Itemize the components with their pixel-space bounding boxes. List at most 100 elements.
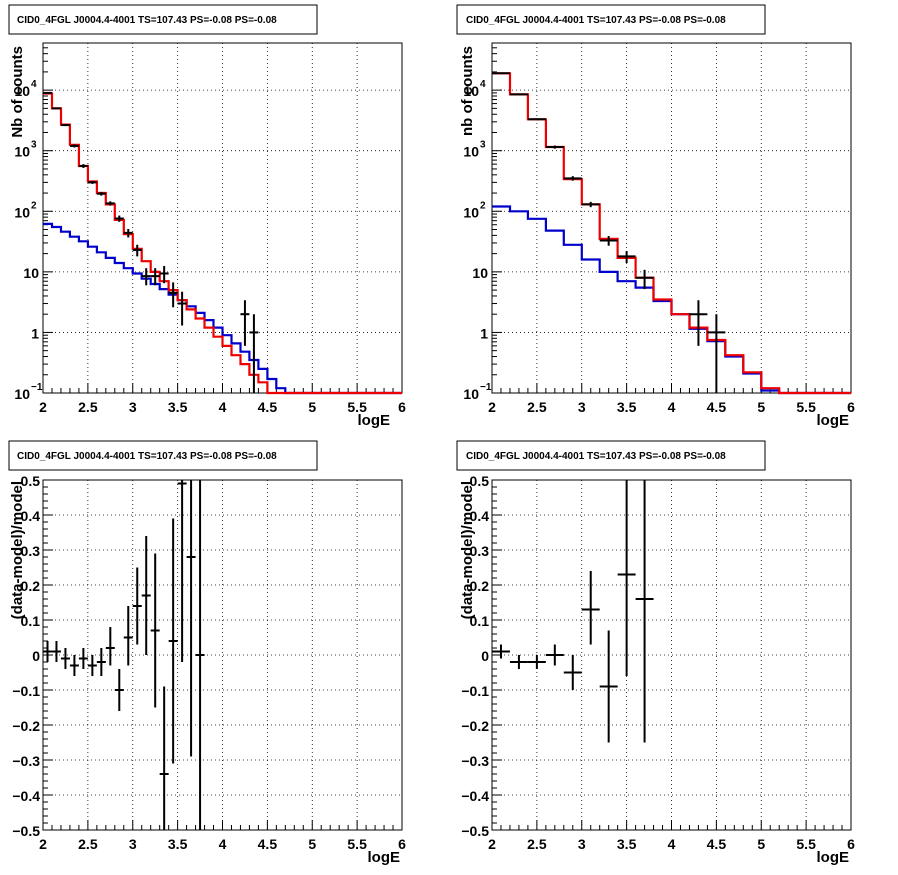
x-tick-label: 6 [847, 399, 855, 415]
x-tick-label: 3.5 [617, 399, 637, 415]
x-axis-label: logE [817, 849, 850, 866]
chart-title: CID0_4FGL J0004.4-4001 TS=107.43 PS=-0.0… [17, 15, 277, 26]
panel-residuals-right: CID0_4FGL J0004.4-4001 TS=107.43 PS=-0.0… [456, 440, 855, 866]
y-tick-label: 0.4 [21, 508, 41, 524]
y-tick-label: −0.1 [461, 683, 489, 699]
y-tick-label: 0.3 [21, 543, 41, 559]
title-box [456, 4, 766, 35]
x-tick-label: 5 [757, 836, 765, 852]
y-tick-label: 10 [463, 83, 479, 99]
chart-title: CID0_4FGL J0004.4-4001 TS=107.43 PS=-0.0… [466, 451, 726, 462]
x-tick-label: 5.5 [347, 836, 367, 852]
y-axis-label: nb of counts [459, 46, 476, 136]
y-tick-label: 0 [481, 648, 489, 664]
y-tick-exponent: 2 [480, 200, 486, 211]
y-tick-label: −0.1 [12, 683, 40, 699]
x-tick-label: 4.5 [258, 399, 278, 415]
y-tick-label: −0.2 [461, 718, 489, 734]
y-tick-exponent: 3 [31, 140, 37, 151]
y-tick-exponent: −1 [480, 382, 492, 393]
panel-counts-left: CID0_4FGL J0004.4-4001 TS=107.43 PS=-0.0… [8, 4, 406, 429]
y-tick-label: −0.3 [12, 753, 40, 769]
x-tick-label: 5 [757, 399, 765, 415]
x-tick-label: 3.5 [168, 836, 188, 852]
x-tick-label: 5 [308, 836, 316, 852]
x-tick-label: 6 [847, 836, 855, 852]
x-tick-label: 6 [398, 399, 406, 415]
x-tick-label: 3.5 [168, 399, 188, 415]
y-tick-label: 0 [32, 648, 40, 664]
y-tick-label: 1 [31, 325, 39, 341]
title-box [456, 440, 766, 471]
y-tick-label: 0.4 [470, 508, 490, 524]
x-axis-label: logE [817, 412, 850, 429]
y-tick-label: 0.5 [470, 473, 490, 489]
x-tick-label: 2.5 [78, 836, 98, 852]
title-box [8, 4, 318, 35]
plot-frame [491, 42, 852, 394]
x-tick-label: 5.5 [347, 399, 367, 415]
y-tick-label: −0.2 [12, 718, 40, 734]
y-tick-label: 10 [14, 144, 30, 160]
y-tick-exponent: 2 [31, 200, 37, 211]
y-tick-label: 0.3 [470, 543, 490, 559]
y-tick-label: −0.3 [461, 753, 489, 769]
y-tick-label: −0.5 [461, 823, 489, 839]
panel-counts-right: CID0_4FGL J0004.4-4001 TS=107.43 PS=-0.0… [456, 4, 855, 429]
y-tick-label: −0.4 [12, 788, 40, 804]
y-tick-label: 10 [14, 204, 30, 220]
y-tick-label: 10 [463, 204, 479, 220]
x-tick-label: 4 [668, 836, 676, 852]
y-axis-label: (data-model)/model [9, 481, 26, 619]
y-tick-label: 0.1 [470, 613, 490, 629]
x-tick-label: 3.5 [617, 836, 637, 852]
y-axis-label: (data-model)/model [459, 481, 476, 619]
y-tick-label: 10 [14, 83, 30, 99]
x-tick-label: 3 [578, 836, 586, 852]
y-tick-label: 10 [23, 265, 39, 281]
y-tick-exponent: 3 [480, 140, 486, 151]
model-component-line [492, 205, 851, 395]
x-tick-label: 4 [219, 399, 227, 415]
x-tick-label: 3 [578, 399, 586, 415]
title-box [8, 440, 318, 471]
x-tick-label: 3 [129, 399, 137, 415]
y-tick-label: 0.5 [21, 473, 41, 489]
x-tick-label: 5 [308, 399, 316, 415]
x-tick-label: 2 [488, 836, 496, 852]
x-tick-label: 2.5 [527, 399, 547, 415]
panel-residuals-left: CID0_4FGL J0004.4-4001 TS=107.43 PS=-0.0… [8, 440, 406, 866]
x-tick-label: 4 [668, 399, 676, 415]
y-tick-exponent: 4 [480, 79, 486, 90]
x-tick-label: 2.5 [78, 399, 98, 415]
x-tick-label: 4.5 [258, 836, 278, 852]
chart-title: CID0_4FGL J0004.4-4001 TS=107.43 PS=-0.0… [17, 451, 277, 462]
y-tick-label: 1 [480, 325, 488, 341]
x-tick-label: 5.5 [796, 836, 816, 852]
y-tick-label: 10 [472, 265, 488, 281]
y-axis-label: Nb of counts [9, 46, 26, 138]
y-tick-exponent: −1 [31, 382, 43, 393]
x-tick-label: 2 [488, 399, 496, 415]
x-tick-label: 2 [39, 836, 47, 852]
y-tick-label: 10 [463, 386, 479, 402]
x-axis-label: logE [368, 849, 401, 866]
chart-title: CID0_4FGL J0004.4-4001 TS=107.43 PS=-0.0… [466, 15, 726, 26]
y-tick-label: 0.2 [21, 578, 41, 594]
y-tick-label: 0.2 [470, 578, 490, 594]
x-tick-label: 5.5 [796, 399, 816, 415]
x-tick-label: 4.5 [707, 399, 727, 415]
y-tick-label: 10 [14, 386, 30, 402]
y-tick-label: 0.1 [21, 613, 41, 629]
x-tick-label: 6 [398, 836, 406, 852]
x-tick-label: 2 [39, 399, 47, 415]
x-axis-label: logE [358, 412, 391, 429]
y-tick-label: −0.5 [12, 823, 40, 839]
x-tick-label: 2.5 [527, 836, 547, 852]
y-tick-label: 10 [463, 144, 479, 160]
plot-frame [42, 479, 403, 831]
x-tick-label: 4 [219, 836, 227, 852]
y-tick-exponent: 4 [31, 79, 37, 90]
x-tick-label: 3 [129, 836, 137, 852]
